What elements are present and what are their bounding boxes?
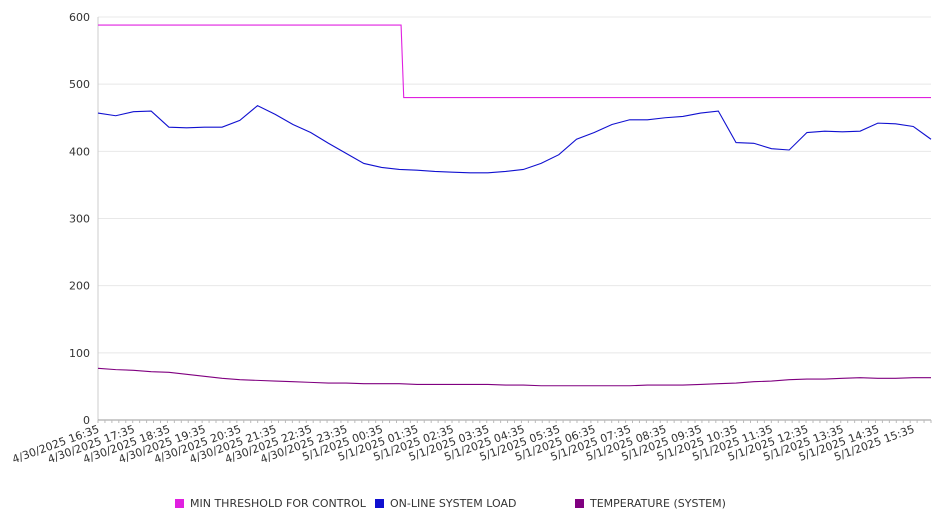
legend-label-min-threshold: MIN THRESHOLD FOR CONTROL <box>190 497 366 510</box>
x-axis-ticks: 4/30/2025 16:354/30/2025 17:354/30/2025 … <box>10 423 916 467</box>
y-tick-label-0: 0 <box>83 414 90 427</box>
y-tick-label-400: 400 <box>69 145 90 158</box>
y-tick-label-600: 600 <box>69 11 90 24</box>
y-tick-label-500: 500 <box>69 78 90 91</box>
legend-item-system-load[interactable]: ON-LINE SYSTEM LOAD <box>375 497 516 510</box>
legend-label-system-load: ON-LINE SYSTEM LOAD <box>390 497 517 510</box>
series-lines <box>97 24 932 387</box>
series-line-1 <box>97 105 932 174</box>
legend-item-min-threshold[interactable]: MIN THRESHOLD FOR CONTROL <box>175 497 366 510</box>
legend-swatch-temperature <box>575 499 584 508</box>
series-line-0 <box>98 24 931 99</box>
legend-label-temperature: TEMPERATURE (SYSTEM) <box>590 497 726 510</box>
y-tick-label-300: 300 <box>69 213 90 226</box>
axes <box>97 17 932 423</box>
y-tick-label-100: 100 <box>69 347 90 360</box>
legend: MIN THRESHOLD FOR CONTROL ON-LINE SYSTEM… <box>0 497 946 515</box>
legend-swatch-min-threshold <box>175 499 184 508</box>
legend-swatch-system-load <box>375 499 384 508</box>
series-line-2 <box>97 367 931 387</box>
legend-item-temperature[interactable]: TEMPERATURE (SYSTEM) <box>575 497 726 510</box>
y-axis-ticks: 0 100 200 300 400 500 600 <box>69 11 90 427</box>
y-tick-label-200: 200 <box>69 280 90 293</box>
gridlines <box>98 16 931 354</box>
